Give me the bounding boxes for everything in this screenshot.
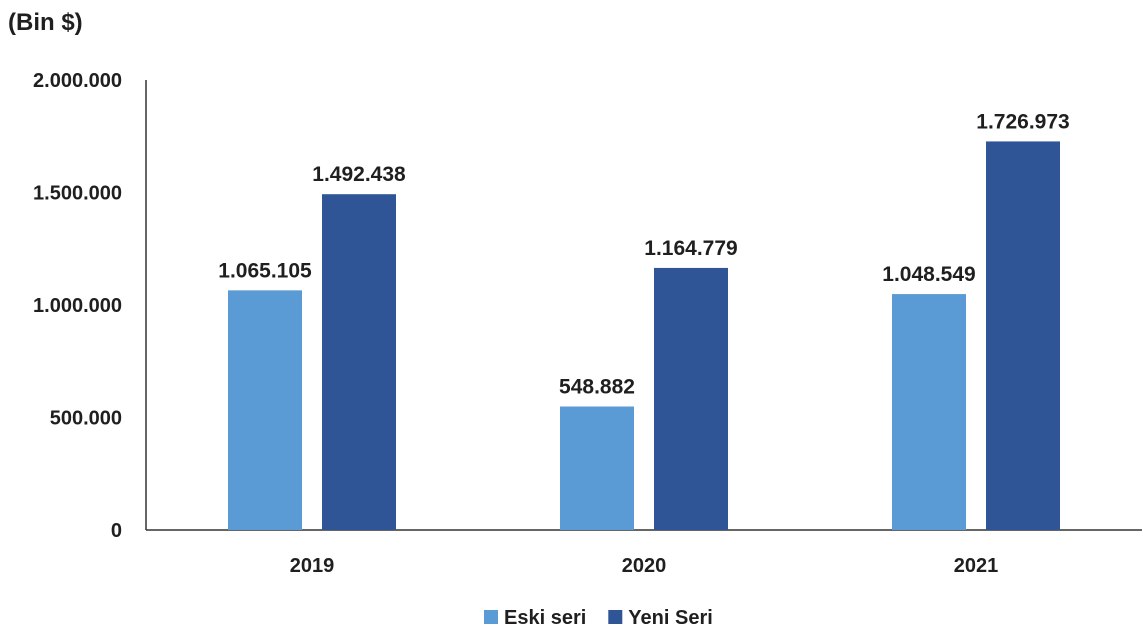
y-tick-label: 2.000.000	[33, 70, 122, 92]
data-label: 1.726.973	[976, 110, 1069, 133]
bar	[892, 294, 966, 530]
y-tick-label: 1.000.000	[33, 295, 122, 317]
bar	[228, 290, 302, 530]
y-tick-label: 1.500.000	[33, 183, 122, 205]
data-label: 548.882	[559, 376, 635, 399]
y-tick-label: 500.000	[50, 408, 122, 430]
bar	[322, 194, 396, 530]
data-label: 1.164.779	[644, 237, 737, 260]
bar	[986, 141, 1060, 530]
legend-label: Yeni Seri	[628, 607, 713, 629]
legend: Eski seri Yeni Seri	[484, 607, 713, 629]
bars	[228, 141, 1060, 530]
x-axis: 2019 2020 2021	[146, 529, 1142, 577]
data-labels: 1.065.105 1.492.438 548.882 1.164.779 1.048.…	[218, 110, 1069, 398]
bar	[560, 406, 634, 530]
x-tick-label: 2020	[622, 555, 667, 577]
data-label: 1.492.438	[312, 163, 406, 186]
y-tick-label: 0	[111, 520, 122, 542]
x-tick-label: 2021	[954, 555, 999, 577]
data-label: 1.065.105	[218, 259, 312, 282]
x-tick-label: 2019	[290, 555, 335, 577]
legend-label: Eski seri	[504, 607, 586, 629]
data-label: 1.048.549	[882, 263, 975, 286]
legend-swatch	[608, 610, 623, 624]
legend-swatch	[484, 610, 498, 624]
unit-label: (Bin $)	[8, 9, 83, 36]
y-axis: 0 500.000 1.000.000 1.500.000 2.000.000	[33, 70, 147, 542]
bar	[654, 267, 728, 530]
